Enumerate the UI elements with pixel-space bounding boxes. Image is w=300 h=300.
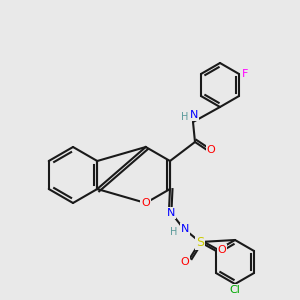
Text: O: O <box>181 257 189 267</box>
Text: O: O <box>141 198 150 208</box>
Text: Cl: Cl <box>230 285 240 295</box>
Text: N: N <box>181 224 189 234</box>
Text: N: N <box>167 208 175 218</box>
Text: S: S <box>196 236 204 248</box>
Text: F: F <box>242 69 248 79</box>
Text: H: H <box>170 227 178 237</box>
Text: N: N <box>190 110 198 120</box>
Text: O: O <box>207 145 215 155</box>
Text: O: O <box>218 245 226 255</box>
Text: H: H <box>181 112 189 122</box>
